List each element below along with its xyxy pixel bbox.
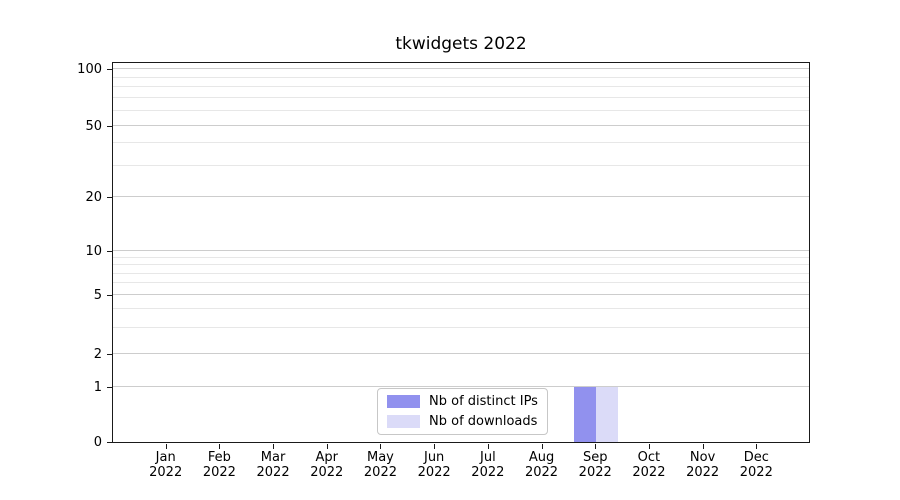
x-tick-month: Aug	[528, 450, 555, 465]
gridline-minor	[113, 282, 809, 284]
x-tick-mark	[756, 444, 758, 449]
legend-swatch-downloads-icon	[387, 415, 420, 428]
gridline-major	[113, 353, 809, 354]
gridline-minor	[113, 272, 809, 274]
y-tick-mark	[107, 295, 112, 296]
legend-item-downloads: Nb of downloads	[387, 414, 538, 429]
x-tick-label: Dec 2022	[724, 450, 788, 480]
x-tick-mark	[326, 444, 328, 449]
y-tick-label: 5	[93, 288, 102, 303]
chart-title: tkwidgets 2022	[395, 34, 527, 54]
x-tick-month: May	[367, 450, 394, 465]
x-tick-year: 2022	[739, 465, 773, 480]
x-tick-label: Jan 2022	[134, 450, 198, 480]
gridline-minor	[113, 264, 809, 266]
y-tick-label: 1	[93, 380, 102, 395]
legend-label-downloads: Nb of downloads	[429, 414, 538, 429]
x-tick-month: Sep	[582, 450, 608, 465]
y-tick-mark	[107, 442, 112, 443]
gridline-minor	[113, 110, 809, 112]
x-tick-label: Jul 2022	[456, 450, 520, 480]
y-tick-mark	[107, 126, 112, 127]
x-tick-year: 2022	[149, 465, 183, 480]
x-tick-mark	[648, 444, 650, 449]
x-tick-month: Dec	[743, 450, 769, 465]
x-tick-label: Mar 2022	[241, 450, 305, 480]
x-tick-label: Oct 2022	[617, 450, 681, 480]
x-tick-mark	[434, 444, 436, 449]
y-tick-mark	[107, 197, 112, 198]
x-tick-month: Mar	[260, 450, 286, 465]
y-tick-label: 20	[85, 190, 102, 205]
x-tick-year: 2022	[471, 465, 505, 480]
x-tick-mark	[702, 444, 704, 449]
x-tick-mark	[541, 444, 543, 449]
x-tick-mark	[273, 444, 275, 449]
x-tick-year: 2022	[202, 465, 236, 480]
x-tick-year: 2022	[310, 465, 344, 480]
x-tick-month: Apr	[315, 450, 339, 465]
gridline-major	[113, 294, 809, 295]
x-tick-year: 2022	[256, 465, 290, 480]
gridline-major	[113, 250, 809, 251]
gridline-major	[113, 386, 809, 387]
x-tick-month: Jan	[155, 450, 176, 465]
gridline-minor	[113, 76, 809, 78]
x-tick-label: May 2022	[348, 450, 412, 480]
gridline-minor	[113, 164, 809, 166]
plot-area	[112, 62, 810, 443]
x-tick-mark	[595, 444, 597, 449]
x-tick-year: 2022	[578, 465, 612, 480]
x-tick-year: 2022	[417, 465, 451, 480]
x-tick-year: 2022	[524, 465, 559, 480]
y-tick-label: 50	[85, 119, 102, 134]
y-tick-label: 100	[77, 62, 102, 77]
y-tick-label: 0	[93, 435, 102, 450]
gridline-minor	[113, 97, 809, 99]
x-tick-year: 2022	[363, 465, 397, 480]
bar-nb-of-distinct-ips-sep	[574, 387, 597, 442]
y-tick-mark	[107, 387, 112, 388]
x-tick-mark	[380, 444, 382, 449]
y-tick-mark	[107, 251, 112, 252]
y-tick-mark	[107, 69, 112, 70]
gridline-major	[113, 196, 809, 197]
x-tick-label: Sep 2022	[563, 450, 627, 480]
x-tick-month: Feb	[207, 450, 231, 465]
legend-swatch-distinct-ips-icon	[387, 395, 420, 408]
x-tick-month: Jun	[423, 450, 445, 465]
gridline-minor	[113, 256, 809, 258]
x-tick-year: 2022	[686, 465, 720, 480]
legend-item-distinct-ips: Nb of distinct IPs	[387, 394, 538, 409]
x-tick-mark	[487, 444, 489, 449]
legend-label-distinct-ips: Nb of distinct IPs	[429, 394, 538, 409]
y-tick-label: 10	[85, 244, 102, 259]
y-tick-label: 2	[93, 347, 102, 362]
x-tick-label: Jun 2022	[402, 450, 466, 480]
x-tick-label: Aug 2022	[510, 450, 574, 480]
bar-nb-of-downloads-sep	[596, 387, 619, 442]
x-tick-label: Feb 2022	[187, 450, 251, 480]
x-tick-label: Apr 2022	[295, 450, 359, 480]
x-tick-mark	[219, 444, 221, 449]
y-tick-mark	[107, 354, 112, 355]
gridline-major	[113, 125, 809, 126]
gridline-minor	[113, 308, 809, 310]
x-tick-month: Oct	[637, 450, 661, 465]
x-tick-mark	[165, 444, 167, 449]
x-tick-label: Nov 2022	[671, 450, 735, 480]
legend: Nb of distinct IPs Nb of downloads	[377, 388, 548, 435]
x-tick-month: Nov	[689, 450, 716, 465]
gridline-minor	[113, 86, 809, 88]
x-tick-month: Jul	[480, 450, 496, 465]
gridline-minor	[113, 326, 809, 328]
gridline-major	[113, 68, 809, 69]
gridline-minor	[113, 142, 809, 144]
x-tick-year: 2022	[632, 465, 666, 480]
